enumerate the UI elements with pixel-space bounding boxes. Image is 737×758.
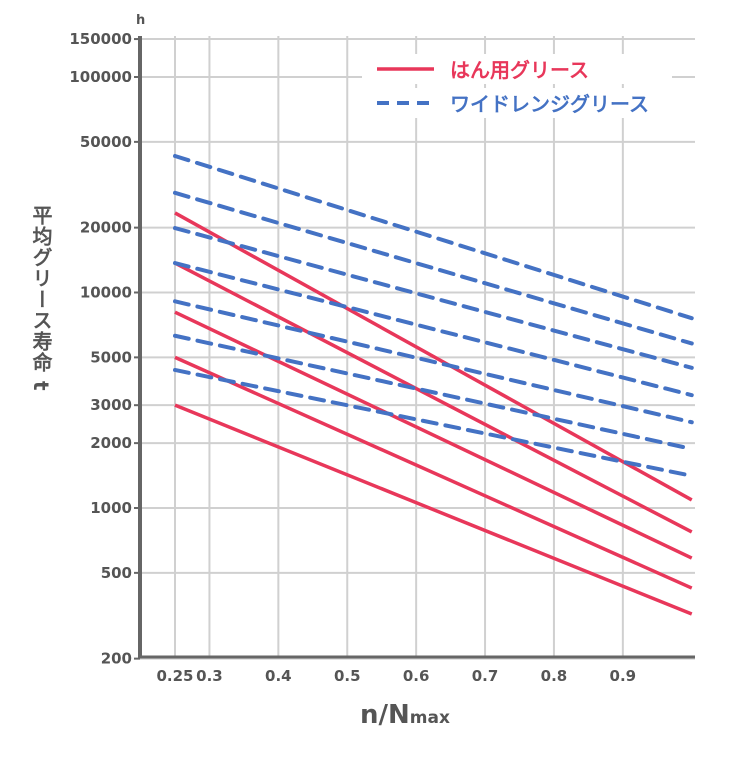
x-axis-label-subscript: max	[409, 708, 450, 728]
x-tick-label: 0.9	[610, 667, 637, 685]
legend-bg	[362, 88, 672, 118]
y-tick-label: 10000	[80, 284, 132, 302]
x-tick-label: 0.8	[541, 667, 568, 685]
x-tick-label: 0.3	[196, 667, 223, 685]
x-tick-label: 0.4	[265, 667, 292, 685]
x-tick-label: 0.6	[403, 667, 430, 685]
general-grease-line	[174, 403, 693, 616]
y-tick-label: 100000	[69, 68, 132, 86]
y-unit-label: h	[136, 13, 145, 28]
general-grease-line	[174, 261, 693, 534]
x-tick-label: 0.7	[472, 667, 499, 685]
general-grease-line	[174, 211, 693, 502]
y-tick-label: 200	[101, 650, 132, 668]
legend-label: ワイドレンジグリース	[450, 92, 649, 116]
y-tick-label: 20000	[80, 219, 132, 237]
tick-labels: 0.25 0.3 0.4 0.5 0.6 0.7 0.8 0.9 150000 100000 500…	[69, 30, 636, 685]
legend-label: はん用グリース	[450, 58, 589, 82]
y-tick-label: 500	[101, 564, 132, 582]
general-grease-line	[174, 310, 693, 560]
y-axis-label: 平均グリース寿命 t	[29, 205, 53, 392]
series-lines	[173, 153, 694, 616]
wide-range-grease-line	[173, 226, 694, 370]
x-tick-label: 0.5	[334, 667, 361, 685]
x-axis-label: n/Nmax	[360, 700, 450, 730]
wide-range-grease-line	[173, 333, 694, 451]
general-grease-line	[174, 355, 693, 590]
x-tick-label: 0.25	[156, 667, 193, 685]
wide-range-grease-line	[173, 261, 694, 398]
wide-range-grease-line	[173, 153, 694, 321]
y-tick-label: 5000	[90, 348, 132, 366]
y-tick-label: 3000	[90, 396, 132, 414]
wide-range-grease-line	[173, 299, 694, 425]
y-tick-label: 2000	[90, 434, 132, 452]
x-axis-label-main: n/N	[360, 700, 410, 730]
axes	[134, 36, 695, 660]
y-tick-label: 150000	[69, 30, 132, 48]
y-tick-label: 1000	[90, 499, 132, 517]
wide-range-grease-line	[173, 367, 694, 478]
grid	[140, 36, 695, 660]
wide-range-grease-line	[173, 190, 694, 346]
y-tick-label: 50000	[80, 133, 132, 151]
